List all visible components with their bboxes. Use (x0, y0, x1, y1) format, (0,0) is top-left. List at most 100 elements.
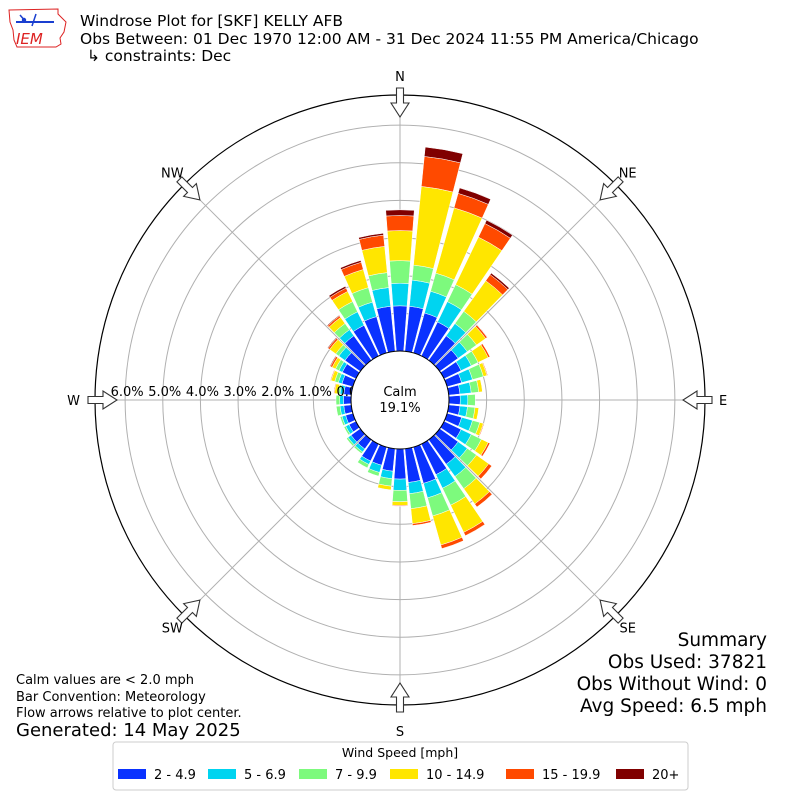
iem-logo-text: IEM (16, 30, 43, 48)
generated-date: Generated: 14 May 2025 (16, 720, 241, 741)
wind-bar-segment (412, 520, 432, 526)
wind-bar-segment (389, 260, 411, 284)
wind-bar-segment (472, 407, 479, 420)
legend-title: Wind Speed [mph] (342, 745, 458, 760)
wind-bar-segment (484, 219, 513, 239)
legend-swatch (118, 769, 146, 779)
wind-bar-segment (353, 445, 363, 454)
flow-arrow-shape (176, 176, 201, 201)
wind-bar-segment (339, 416, 346, 426)
compass-label-s: S (396, 725, 404, 740)
grid-spoke (183, 434, 366, 617)
legend-swatch (390, 769, 418, 779)
calm-note: Calm values are < 2.0 mph (16, 673, 194, 688)
wind-bar-segment (387, 230, 413, 262)
legend-swatch (506, 769, 534, 779)
compass-label-w: W (67, 394, 80, 409)
flow-arrow-shape (599, 599, 624, 624)
compass-label-nw: NW (161, 166, 184, 181)
wind-bar-segment (440, 536, 464, 549)
legend-label: 10 - 14.9 (426, 768, 484, 783)
wind-bar-segment (448, 395, 461, 405)
wind-bar-segment (391, 501, 409, 506)
wind-bar-segment (467, 394, 476, 406)
wind-bar-segment (447, 404, 461, 416)
wind-bar-segment (482, 362, 489, 376)
ring-label: 1.0% (299, 385, 332, 400)
grid-spoke (434, 183, 617, 366)
flow-arrow-icon (681, 389, 713, 411)
grid-spoke (183, 183, 366, 366)
wind-bar-segment (357, 458, 370, 469)
flow-arrow-shape (87, 389, 119, 411)
wind-bar-segment (335, 394, 341, 406)
summary-title: Summary (678, 630, 767, 651)
wind-bar-segment (327, 337, 337, 349)
wind-bar-segment (480, 442, 491, 457)
flow-arrow-shape (176, 599, 201, 624)
wind-bar-segment (335, 405, 342, 417)
wind-bar-segment (457, 187, 491, 205)
wind-bar-segment (328, 285, 347, 298)
grid-spoke (434, 434, 617, 617)
wind-bar-segment (367, 468, 380, 477)
flow-arrow-icon (176, 599, 201, 624)
chart-constraints: ↳ constraints: Dec (87, 47, 231, 65)
chart-subtitle: Obs Between: 01 Dec 1970 12:00 AM - 31 D… (80, 30, 699, 48)
wind-bar-segment (385, 209, 415, 217)
ring-label: 2.0% (261, 385, 294, 400)
ring-label: 5.0% (148, 385, 181, 400)
flow-arrow-shape (599, 176, 624, 201)
flow-arrow-shape (389, 87, 411, 119)
wind-bar-segment (385, 215, 415, 232)
calm-value: 19.1% (379, 401, 420, 416)
wind-bar-segment (421, 156, 461, 193)
summary-obs-used: Obs Used: 37821 (608, 652, 767, 673)
chart-title: Windrose Plot for [SKF] KELLY AFB (80, 12, 343, 30)
wind-bar-segment (377, 483, 392, 491)
wind-bar-segment (358, 232, 384, 240)
wind-bar-segment (476, 324, 488, 338)
legend-label: 5 - 6.9 (244, 768, 286, 783)
calm-circle (350, 350, 450, 450)
wind-bar-segment (458, 382, 472, 395)
flow-arrows-note: Flow arrows relative to plot center. (16, 706, 242, 721)
wind-bar-segment (361, 246, 388, 277)
iem-logo: IEM (8, 8, 67, 48)
flow-arrow-icon (176, 176, 201, 201)
ring-labels: 0.0%1.0%2.0%3.0%4.0%5.0%6.0% (111, 385, 370, 400)
wind-bar-segment (424, 146, 464, 164)
legend-label: 2 - 4.9 (154, 768, 196, 783)
flow-arrow-icon (599, 176, 624, 201)
compass-label-ne: NE (619, 166, 637, 181)
wind-bars (326, 146, 513, 549)
calm-label: Calm (383, 385, 416, 400)
legend-label: 7 - 9.9 (335, 768, 377, 783)
wind-bar-segment (447, 384, 461, 396)
wind-bar-segment (371, 287, 391, 310)
wind-bar-segment (393, 448, 407, 480)
flow-arrow-icon (87, 389, 119, 411)
wind-bar-segment (392, 305, 408, 352)
compass-labels: N NE E SE S SW W NW (67, 70, 727, 740)
legend-swatch (299, 769, 327, 779)
flow-arrows (87, 87, 713, 713)
compass-label-n: N (395, 70, 405, 85)
wind-bar-segment (390, 282, 410, 307)
legend-box (112, 741, 689, 791)
wind-bar-segment (392, 478, 408, 491)
legend-label: 15 - 19.9 (542, 768, 600, 783)
flow-arrow-icon (389, 87, 411, 119)
flow-arrow-shape (681, 389, 713, 411)
wind-bar-segment (477, 463, 493, 480)
compass-label-sw: SW (162, 622, 183, 637)
wind-bar-segment (326, 314, 340, 327)
ring-label: 6.0% (111, 385, 144, 400)
wind-bar-segment (330, 369, 336, 381)
wind-bar-segment (329, 355, 337, 367)
wind-bar-segment (346, 437, 355, 447)
wind-bar-segment (392, 489, 408, 502)
flow-arrow-icon (389, 681, 411, 713)
